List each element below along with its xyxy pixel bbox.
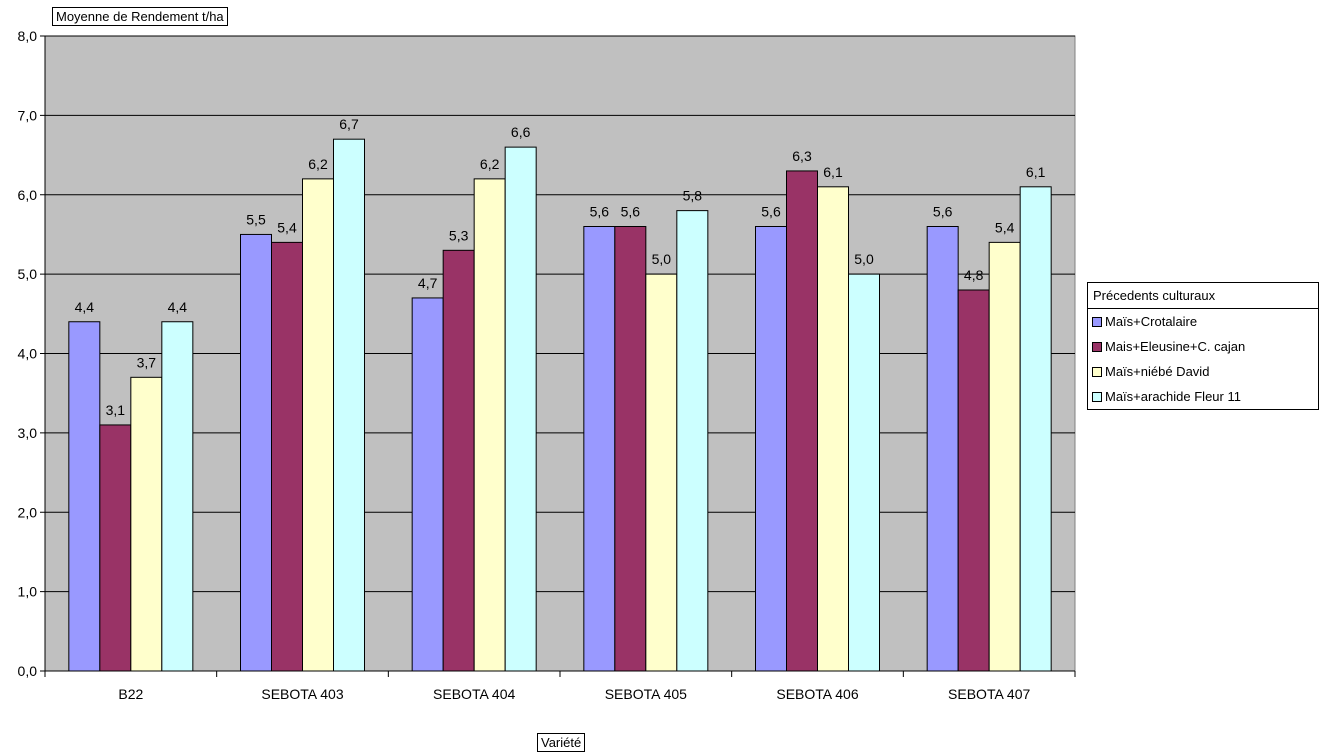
data-label: 6,6 <box>511 124 531 140</box>
bar <box>957 289 990 672</box>
bar <box>645 273 678 672</box>
bar <box>583 226 616 672</box>
y-tick-label: 5,0 <box>18 266 38 282</box>
legend-item: Maïs+niébé David <box>1088 359 1318 384</box>
legend: Précedents culturaux Maïs+Crotalaire Mai… <box>1087 282 1319 410</box>
data-label: 5,5 <box>246 211 266 227</box>
bar <box>99 424 132 672</box>
data-label: 3,1 <box>106 402 126 418</box>
y-tick-label: 8,0 <box>18 28 38 44</box>
legend-label: Maïs+arachide Fleur 11 <box>1105 389 1241 404</box>
bar <box>333 138 365 672</box>
legend-label: Maïs+Crotalaire <box>1105 314 1198 329</box>
legend-label: Mais+Eleusine+C. cajan <box>1105 339 1246 354</box>
bar <box>504 146 537 672</box>
data-label: 5,6 <box>590 204 610 220</box>
legend-item: Maïs+Crotalaire <box>1088 309 1318 334</box>
legend-title: Précedents culturaux <box>1088 283 1318 309</box>
y-tick-label: 3,0 <box>18 425 38 441</box>
x-tick-label: SEBOTA 406 <box>776 686 858 702</box>
data-label: 4,4 <box>168 299 188 315</box>
data-label: 4,4 <box>75 299 95 315</box>
data-label: 5,6 <box>621 204 641 220</box>
legend-swatch <box>1092 366 1102 377</box>
data-label: 4,8 <box>964 267 984 283</box>
legend-item: Maïs+arachide Fleur 11 <box>1088 384 1318 409</box>
y-tick-label: 6,0 <box>18 187 38 203</box>
legend-item: Mais+Eleusine+C. cajan <box>1088 334 1318 359</box>
data-label: 6,2 <box>308 156 328 172</box>
bar <box>988 241 1021 672</box>
bar <box>68 321 101 672</box>
legend-swatch <box>1092 316 1102 327</box>
bar <box>161 321 194 672</box>
data-label: 3,7 <box>137 354 157 370</box>
gridlines <box>45 35 1075 593</box>
bar <box>614 226 647 672</box>
y-tick-label: 4,0 <box>18 346 38 362</box>
bar <box>676 210 709 672</box>
data-label: 5,8 <box>683 188 703 204</box>
data-label: 6,1 <box>1026 164 1046 180</box>
y-tick-label: 1,0 <box>18 584 38 600</box>
data-label: 6,7 <box>339 116 359 132</box>
bar <box>473 178 506 672</box>
bar <box>240 233 272 672</box>
y-tick-label: 2,0 <box>18 504 38 520</box>
legend-swatch <box>1092 341 1102 352</box>
data-label: 5,6 <box>933 204 953 220</box>
data-label: 4,7 <box>418 275 438 291</box>
data-label: 5,0 <box>652 251 672 267</box>
data-label: 6,1 <box>823 164 843 180</box>
bar <box>271 241 303 672</box>
y-tick-label: 0,0 <box>18 663 38 679</box>
x-tick-label: B22 <box>118 686 143 702</box>
bar <box>926 226 959 672</box>
x-axis: B22 SEBOTA 403 SEBOTA 404 SEBOTA 405 SEBOTA … <box>44 670 1076 702</box>
bar <box>755 226 787 672</box>
x-axis-title: Variété <box>537 733 586 752</box>
legend-label: Maïs+niébé David <box>1105 364 1210 379</box>
y-tick-label: 7,0 <box>18 107 38 123</box>
y-axis-title: Moyenne de Rendement t/ha <box>52 7 228 26</box>
bars <box>68 138 1052 672</box>
bar <box>786 170 818 672</box>
data-label: 5,0 <box>854 251 874 267</box>
bar <box>130 376 163 672</box>
data-label: 5,4 <box>995 219 1015 235</box>
data-label: 5,3 <box>449 227 469 243</box>
bar <box>1019 186 1052 672</box>
x-tick-label: SEBOTA 407 <box>948 686 1030 702</box>
y-axis: 0,0 1,0 2,0 3,0 4,0 5,0 6,0 7,0 8,0 <box>18 28 46 679</box>
x-tick-label: SEBOTA 405 <box>605 686 687 702</box>
x-tick-label: SEBOTA 404 <box>433 686 515 702</box>
data-label: 6,3 <box>792 148 812 164</box>
bar <box>411 297 444 672</box>
bar <box>442 249 475 672</box>
data-label: 6,2 <box>480 156 500 172</box>
bar <box>302 178 334 672</box>
data-labels: 4,4 5,5 4,7 5,6 5,6 5,6 3,1 5,4 5,3 5,6 6,3 4,8 3,7 6… <box>75 116 1046 418</box>
data-label: 5,4 <box>277 219 297 235</box>
x-tick-label: SEBOTA 403 <box>261 686 343 702</box>
bar <box>817 186 849 672</box>
bar <box>848 273 880 672</box>
legend-swatch <box>1092 391 1102 402</box>
data-label: 5,6 <box>761 204 781 220</box>
